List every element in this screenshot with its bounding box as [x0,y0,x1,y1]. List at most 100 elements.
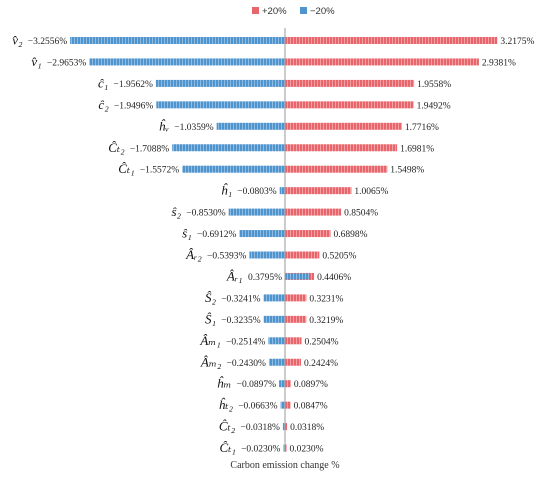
value-label-minus-2: −1.9562% [113,80,152,90]
bar-plus-4 [285,122,402,130]
legend: +20% −20% [252,6,335,17]
bar-plus-5 [285,144,398,152]
value-label-minus-13: −0.3235% [221,316,260,326]
value-label-minus-0: −3.2556% [28,37,67,47]
bar-plus-13 [285,315,307,323]
value-label-minus-12: −0.3241% [221,294,260,304]
category-label-18: Ĉₜ₂ [219,419,236,434]
legend-swatch-0 [252,7,259,14]
value-label-plus-9: 0.6898% [334,230,368,240]
bar-plus-15 [285,358,301,366]
bar-plus-17 [285,401,291,409]
legend-swatch-1 [300,7,307,14]
bar-plus-14 [285,337,302,345]
bar-minus-14 [268,337,285,345]
category-label-4: ĥᵥ [159,118,170,133]
category-label-16: ĥₘ [217,376,231,391]
value-label-plus-11: 0.4406% [317,273,351,283]
bar-minus-11 [285,273,311,280]
value-label-plus-7: 1.0065% [354,187,388,197]
value-label-minus-11: 0.3795% [248,273,282,283]
category-label-5: Ĉₜ₂ [108,140,125,155]
bar-plus-16 [285,380,291,388]
value-label-plus-10: 0.5205% [322,252,356,262]
bar-minus-6 [182,165,285,173]
bar-minus-12 [263,294,285,302]
bar-plus-9 [285,230,331,238]
bar-minus-13 [263,315,285,323]
bar-minus-7 [279,187,285,195]
bar-plus-19 [285,444,287,452]
legend-label-1: −20% [310,6,335,17]
value-label-plus-15: 0.2424% [304,359,338,369]
bar-minus-16 [279,380,285,388]
category-label-19: Ĉₜ₁ [219,440,235,455]
bar-plus-1 [285,58,479,66]
bar-minus-8 [228,208,285,216]
bar-plus-6 [285,165,388,173]
legend-label-0: +20% [262,6,287,17]
value-label-minus-15: −0.2430% [227,359,266,369]
value-label-plus-0: 3.2175% [500,37,534,47]
value-label-plus-2: 1.9558% [417,80,451,90]
labels-group: 3.2175% −3.2556% v̂₂ 2.9381% −2.9653% v̂₁ 1.95… [12,33,534,456]
category-label-11: Âᵣ₁ [226,268,243,283]
bar-plus-8 [285,208,342,216]
bar-minus-17 [280,401,285,409]
category-label-0: v̂₂ [12,33,23,48]
bar-plus-7 [285,187,352,195]
bar-plus-2 [285,79,415,87]
value-label-plus-16: 0.0897% [294,380,328,390]
bar-plus-10 [285,251,320,259]
bar-minus-10 [249,251,285,259]
value-label-minus-6: −1.5572% [140,166,179,176]
bar-minus-9 [239,230,285,238]
value-label-minus-7: −0.0803% [237,187,276,197]
bar-plus-18 [285,423,288,431]
x-axis-label: Carbon emission change % [230,460,339,471]
bar-minus-0 [70,37,285,44]
category-label-13: Ŝ₁ [205,311,216,326]
category-label-9: ŝ₁ [182,226,192,241]
bar-minus-19 [283,444,285,452]
bar-plus-12 [285,294,307,302]
bar-minus-15 [268,358,285,366]
value-label-minus-9: −0.6912% [197,230,236,240]
bar-minus-2 [155,79,285,87]
value-label-plus-1: 2.9381% [482,58,516,68]
value-label-plus-6: 1.5498% [390,166,424,176]
value-label-plus-12: 0.3231% [309,294,343,304]
value-label-plus-19: 0.0230% [290,445,324,455]
value-label-minus-4: −1.0359% [174,123,213,133]
value-label-minus-18: −0.0318% [240,423,279,433]
value-label-minus-17: −0.0663% [238,402,277,412]
category-label-15: Âₘ₂ [200,354,222,369]
category-label-1: v̂₁ [31,54,41,69]
category-label-3: ĉ₂ [98,97,109,112]
category-label-14: Âₘ₁ [199,333,220,348]
bar-minus-4 [216,122,285,130]
value-label-minus-3: −1.9496% [114,101,153,111]
value-label-minus-16: −0.0897% [237,380,276,390]
bar-minus-3 [156,101,285,109]
value-label-plus-17: 0.0847% [294,402,328,412]
category-label-8: ŝ₂ [172,204,182,219]
value-label-plus-18: 0.0318% [290,423,324,433]
value-label-minus-14: −0.2514% [226,337,265,347]
category-label-6: Ĉₜ₁ [118,161,134,176]
category-label-2: ĉ₁ [98,75,108,90]
value-label-plus-4: 1.7716% [405,123,439,133]
category-label-12: Ŝ₂ [205,290,217,305]
value-label-plus-14: 0.2504% [305,337,339,347]
value-label-plus-5: 1.6981% [400,144,434,154]
value-label-minus-10: −0.5393% [207,252,246,262]
value-label-plus-13: 0.3219% [309,316,343,326]
value-label-minus-19: −0.0230% [241,445,280,455]
value-label-plus-3: 1.9492% [417,101,451,111]
bar-plus-3 [285,101,414,109]
bars-group [70,37,498,452]
bar-minus-18 [282,423,285,431]
category-label-7: ĥ₁ [221,183,232,198]
category-label-10: Âᵣ₂ [185,247,202,262]
